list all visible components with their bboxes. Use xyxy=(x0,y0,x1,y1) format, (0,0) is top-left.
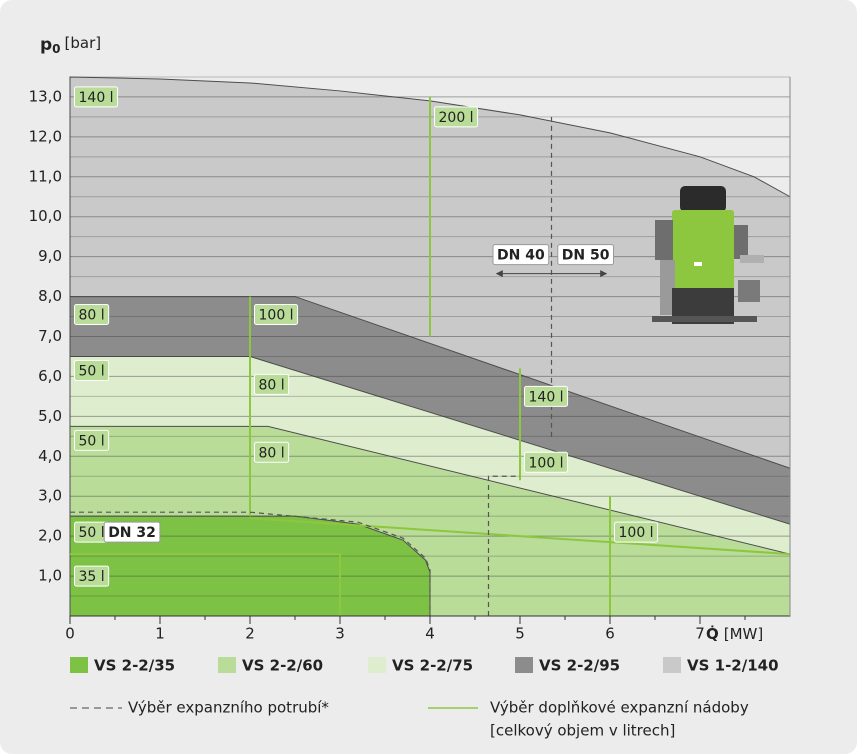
y-tick-label: 7,0 xyxy=(38,327,62,345)
x-symbol: Q̇ xyxy=(706,624,719,643)
legend-swatch xyxy=(368,657,386,673)
y-tick-label: 13,0 xyxy=(29,87,62,105)
annotation-box xyxy=(74,565,110,587)
y-tick-label: 2,0 xyxy=(38,527,62,545)
y-tick-label: 10,0 xyxy=(29,207,62,225)
annotation-box xyxy=(614,521,659,543)
annotation-box xyxy=(74,359,110,381)
x-tick-label: 7 xyxy=(695,625,705,643)
y-tick-label: 9,0 xyxy=(38,247,62,265)
y-tick-label: 8,0 xyxy=(38,287,62,305)
vessel-line xyxy=(70,553,341,616)
annotation-text: 100 l xyxy=(529,455,564,471)
annotation: 50 l xyxy=(74,359,110,381)
x-tick-label: 1 xyxy=(155,625,165,643)
annotation-text: 140 l xyxy=(79,90,114,106)
annotation: 50 l xyxy=(74,521,110,543)
annotation: 80 l xyxy=(254,373,290,395)
y-sub: 0 xyxy=(52,42,60,56)
x-tick-label: 3 xyxy=(335,625,345,643)
annotation-box xyxy=(74,429,110,451)
y-symbol: p xyxy=(40,35,52,55)
annotation-box xyxy=(254,304,299,326)
annotation-box xyxy=(254,373,290,395)
y-tick-label: 11,0 xyxy=(29,167,62,185)
annotation: 80 l xyxy=(74,304,110,326)
annotation-text: DN 40 xyxy=(497,248,545,264)
legend-swatch xyxy=(515,657,533,673)
annotation-text: 100 l xyxy=(259,308,294,324)
annotation: 35 l xyxy=(74,565,110,587)
annotation: 80 l xyxy=(254,441,290,463)
annotation: 100 l xyxy=(254,304,299,326)
y-label: p0 [bar] xyxy=(40,34,101,56)
annotation-box xyxy=(74,86,119,108)
legend-swatch xyxy=(663,657,681,673)
legend-label: VS 1-2/140 xyxy=(687,657,779,675)
y-tick-label: 6,0 xyxy=(38,367,62,385)
annotation-text: DN 32 xyxy=(108,525,156,541)
annotation-box xyxy=(524,385,569,407)
annotation-text: 50 l xyxy=(79,433,105,449)
y-tick-label: 3,0 xyxy=(38,487,62,505)
annotation: 50 l xyxy=(74,429,110,451)
pipe-line xyxy=(70,511,431,616)
legend-swatch xyxy=(70,657,88,673)
annotation-text: 140 l xyxy=(529,389,564,405)
annotation: DN 32 xyxy=(103,521,161,543)
annotation: DN 50 xyxy=(557,244,615,266)
x-label: Q̇ [MW] xyxy=(706,624,763,643)
legend-label: VS 2-2/60 xyxy=(242,657,323,675)
annotation-text: DN 50 xyxy=(562,248,610,264)
annotation: 100 l xyxy=(524,451,569,473)
annotation-box xyxy=(557,244,615,266)
x-tick-label: 0 xyxy=(65,625,75,643)
annotation-text: 200 l xyxy=(439,110,474,126)
y-tick-label: 4,0 xyxy=(38,447,62,465)
legend-swatch xyxy=(218,657,236,673)
legend-pipe-label: Výběr expanzního potrubí* xyxy=(128,699,329,717)
annotation: 200 l xyxy=(434,106,479,128)
annotation-text: 50 l xyxy=(79,525,105,541)
y-unit: [bar] xyxy=(65,34,102,52)
legend-label: VS 2-2/95 xyxy=(539,657,620,675)
x-tick-label: 4 xyxy=(425,625,435,643)
annotation-box xyxy=(492,244,550,266)
vessel-line xyxy=(249,517,791,556)
legend-label: VS 2-2/75 xyxy=(392,657,473,675)
x-tick-label: 6 xyxy=(605,625,615,643)
x-unit: [MW] xyxy=(724,625,763,643)
legend-vessel-label: Výběr doplňkové expanzní nádoby xyxy=(490,699,749,717)
annotation-text: 35 l xyxy=(79,569,105,585)
annotation: DN 40 xyxy=(492,244,550,266)
annotation-box xyxy=(434,106,479,128)
annotation: 100 l xyxy=(614,521,659,543)
annotation-text: 100 l xyxy=(619,525,654,541)
annotation-text: 80 l xyxy=(259,377,285,393)
pipe-line xyxy=(487,475,520,616)
annotation-box xyxy=(103,521,161,543)
legend-vessel-label: [celkový objem v litrech] xyxy=(490,722,675,740)
annotation-text: 80 l xyxy=(79,308,105,324)
annotation-box xyxy=(524,451,569,473)
annotation-text: 50 l xyxy=(79,363,105,379)
x-tick-label: 5 xyxy=(515,625,525,643)
pump-illustration xyxy=(652,186,764,324)
annotation-text: 80 l xyxy=(259,445,285,461)
annotation-box xyxy=(254,441,290,463)
legend-label: VS 2-2/35 xyxy=(94,657,175,675)
y-tick-label: 12,0 xyxy=(29,127,62,145)
annotation: 140 l xyxy=(74,86,119,108)
x-tick-label: 2 xyxy=(245,625,255,643)
y-tick-label: 5,0 xyxy=(38,407,62,425)
plot: 1,0 2,0 3,0 4,0 5,0 6,0 7,0 8,0 9,0 10,0 11,0 12,0 1… xyxy=(29,76,791,643)
annotation: 140 l xyxy=(524,385,569,407)
y-tick-label: 1,0 xyxy=(38,567,62,585)
annotation-box xyxy=(74,304,110,326)
